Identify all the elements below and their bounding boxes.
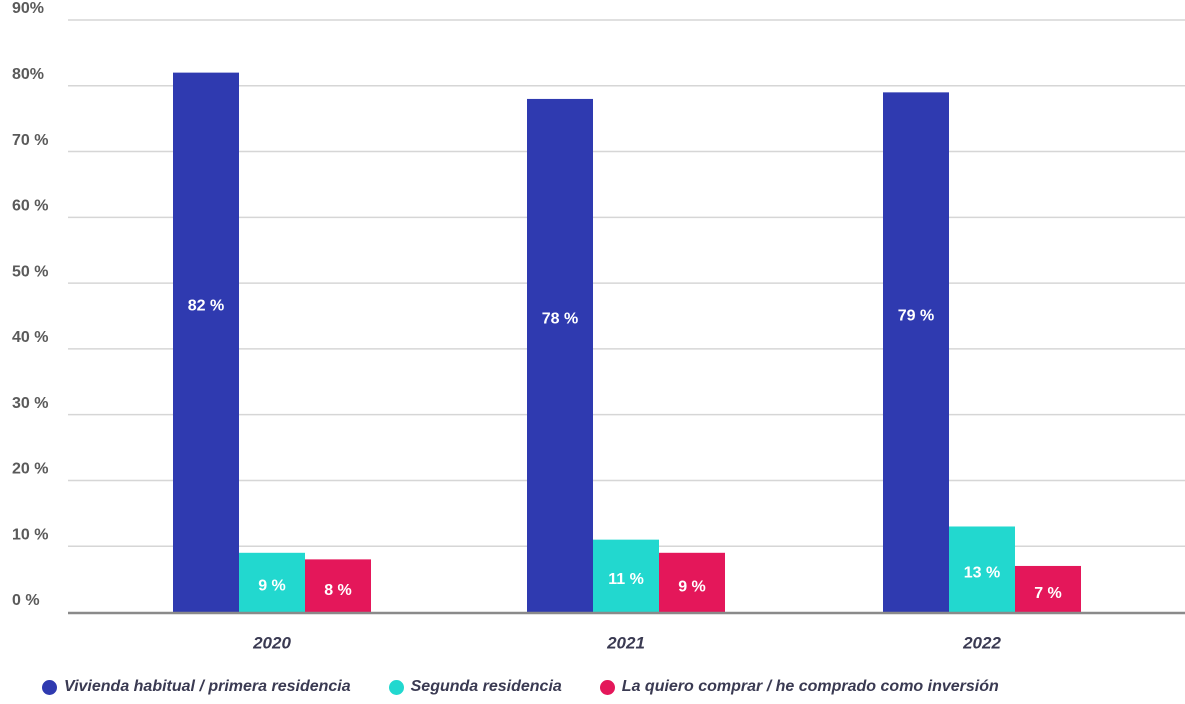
y-tick-label: 40 % [12, 329, 48, 346]
y-tick-label: 50 % [12, 263, 48, 280]
y-tick-label: 20 % [12, 461, 48, 478]
y-tick-label: 0 % [12, 592, 40, 609]
legend-label-segunda-residencia: Segunda residencia [410, 678, 562, 695]
y-tick-label: 60 % [12, 198, 48, 215]
data-label: 9 % [258, 578, 286, 595]
legend-dot-vivienda-habitual [42, 679, 57, 695]
y-tick-label: 10 % [12, 526, 48, 543]
legend-item-segunda-residencia: Segunda residencia [388, 678, 562, 696]
bar [305, 559, 371, 612]
legend-label-inversion: La quiero comprar / he comprado como inv… [621, 678, 999, 695]
bar [527, 98, 593, 612]
bar [659, 552, 725, 612]
data-label: 78 % [542, 311, 578, 328]
data-label: 79 % [898, 307, 934, 324]
bar [949, 526, 1015, 612]
bar [593, 539, 659, 612]
y-tick-label: 90% [12, 0, 44, 17]
x-tick-label: 2022 [962, 633, 1001, 652]
bar [173, 72, 239, 613]
legend: Vivienda habitual / primera residencia S… [42, 678, 1037, 696]
data-label: 9 % [678, 579, 706, 596]
data-label: 8 % [324, 582, 352, 599]
bar [239, 552, 305, 612]
x-tick-label: 2020 [252, 633, 291, 652]
bar [1015, 565, 1081, 612]
data-label: 11 % [608, 571, 644, 588]
y-tick-label: 80% [12, 66, 44, 83]
legend-dot-segunda-residencia [388, 679, 404, 695]
data-label: 13 % [964, 564, 1000, 581]
y-tick-label: 30 % [12, 395, 48, 412]
legend-dot-inversion [599, 679, 615, 695]
y-tick-label: 70 % [12, 132, 48, 149]
legend-item-vivienda-habitual: Vivienda habitual / primera residencia [42, 678, 351, 696]
x-tick-label: 2021 [606, 633, 645, 652]
legend-item-inversion: La quiero comprar / he comprado como inv… [599, 678, 999, 696]
legend-label-vivienda-habitual: Vivienda habitual / primera residencia [64, 678, 351, 695]
bar-chart: 0 % 10 % 20 % 30 % 40 % 50 % 60 % 70 % 80% 90% 82 … [12, 0, 1185, 652]
bar [883, 92, 949, 613]
data-label: 7 % [1034, 585, 1062, 602]
data-label: 82 % [188, 298, 224, 315]
